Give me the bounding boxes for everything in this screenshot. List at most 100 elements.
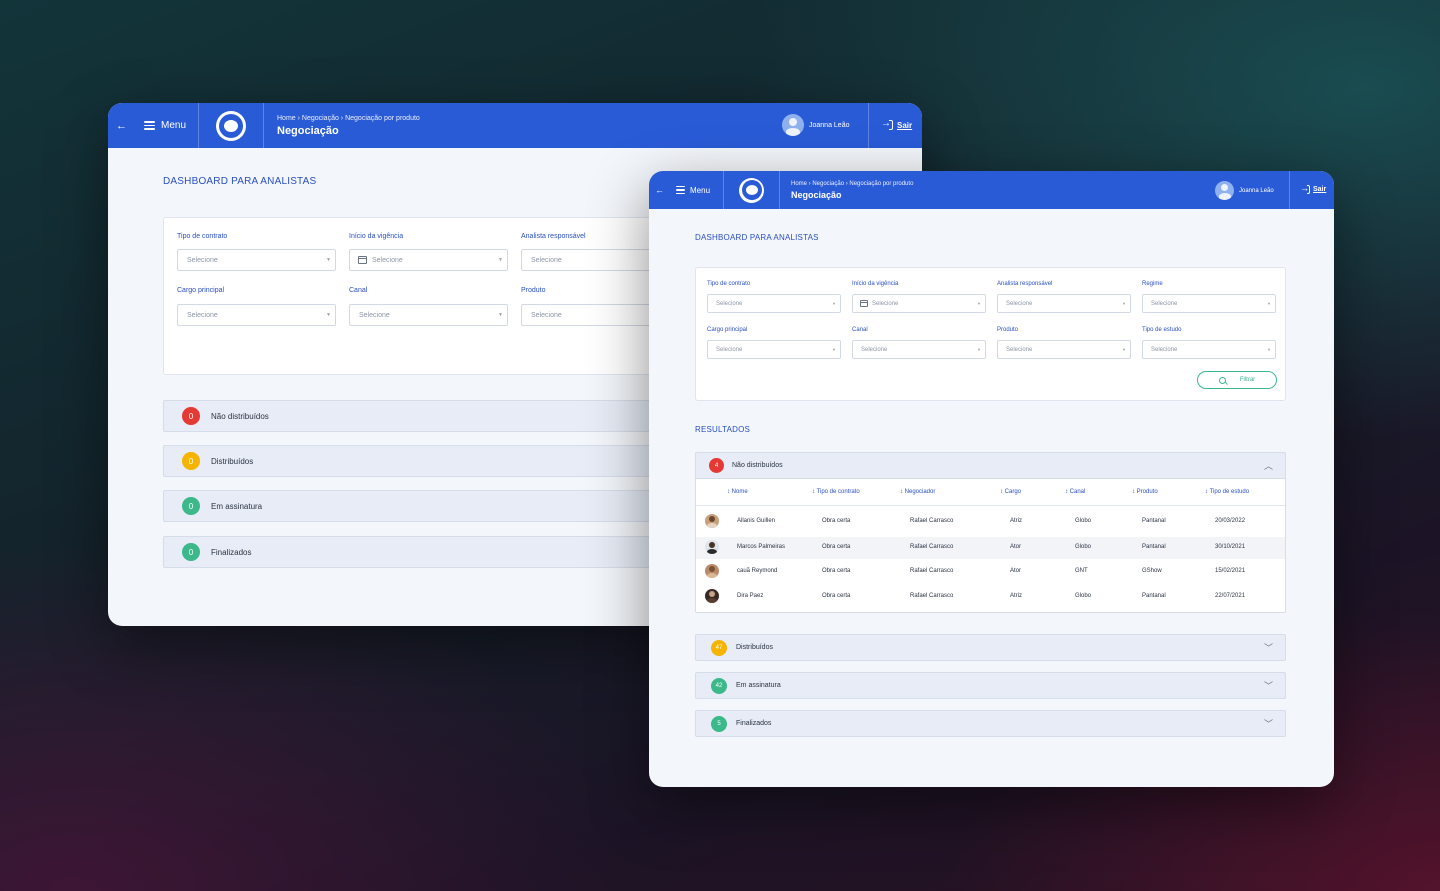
avatar: [705, 540, 719, 554]
page-title: Negociação: [277, 124, 339, 137]
count-badge: 0: [182, 407, 200, 425]
chevron-down-icon[interactable]: ﹀: [1263, 719, 1273, 729]
user-avatar-icon[interactable]: [1215, 181, 1234, 200]
col-cargo[interactable]: ↕ Cargo: [1000, 489, 1022, 495]
select-produto[interactable]: Selecione ▼: [997, 340, 1131, 359]
chevron-down-icon[interactable]: ﹀: [1263, 681, 1273, 691]
select-tipo-estudo[interactable]: Selecione ▼: [1142, 340, 1276, 359]
back-arrow-icon[interactable]: ←: [116, 119, 127, 132]
label-inicio-vigencia: Início da vigência: [852, 281, 899, 287]
table-row[interactable]: Marcos Palmeiras Obra certa Rafael Carra…: [696, 537, 1285, 559]
menu-icon[interactable]: [676, 185, 685, 195]
caret-icon: ▼: [977, 301, 981, 306]
page-title: Negociação: [791, 189, 842, 200]
group-em-assinatura[interactable]: 42 Em assinatura ﹀: [695, 672, 1286, 699]
chevron-up-icon[interactable]: ︿: [1263, 461, 1273, 471]
globo-logo-icon[interactable]: [739, 177, 764, 203]
label-cargo: Cargo principal: [177, 287, 225, 294]
label-inicio-vigencia: Início da vigência: [349, 233, 404, 240]
caret-icon: ▼: [1122, 347, 1126, 352]
label-tipo-contrato: Tipo de contrato: [177, 233, 228, 240]
label-regime: Regime: [1142, 281, 1163, 287]
filter-card: Tipo de contrato Selecione ▼ Início da v…: [695, 267, 1286, 401]
label-tipo-contrato: Tipo de contrato: [707, 281, 751, 287]
globo-logo-icon[interactable]: [216, 110, 246, 141]
col-produto[interactable]: ↕ Produto: [1132, 489, 1158, 495]
back-arrow-icon[interactable]: ←: [655, 185, 664, 195]
logout-button[interactable]: → Sair: [1300, 183, 1327, 194]
select-produto[interactable]: Selecione: [521, 304, 680, 326]
col-negociador[interactable]: ↕ Negociador: [900, 489, 936, 495]
caret-icon: ▼: [977, 347, 981, 352]
count-badge: 0: [182, 497, 200, 515]
select-analista[interactable]: Selecione ▼: [997, 294, 1131, 313]
caret-icon: ▼: [1122, 301, 1126, 306]
select-canal[interactable]: Selecione ▼: [852, 340, 986, 359]
col-tipo-contrato[interactable]: ↕ Tipo de contrato: [812, 489, 860, 495]
select-cargo[interactable]: Selecione ▼: [177, 304, 336, 326]
group-distribuidos[interactable]: 47 Distribuídos ﹀: [695, 634, 1286, 661]
label-produto: Produto: [997, 327, 1019, 333]
table-row[interactable]: Dira Paez Obra certa Rafael Carrasco Atr…: [696, 586, 1285, 608]
label-canal: Canal: [852, 327, 868, 333]
table-header: ↕ Nome ↕ Tipo de contrato ↕ Negociador ↕…: [696, 479, 1285, 506]
avatar: [705, 564, 719, 578]
label-analista: Analista responsável: [997, 281, 1053, 287]
label-canal: Canal: [349, 287, 368, 294]
dashboard-title: DASHBOARD PARA ANALISTAS: [163, 176, 317, 187]
dashboard-title: DASHBOARD PARA ANALISTAS: [695, 233, 819, 242]
label-tipo-estudo: Tipo de estudo: [1142, 327, 1182, 333]
count-badge: 47: [711, 639, 727, 656]
select-inicio-vigencia[interactable]: Selecione ▼: [349, 249, 508, 271]
logout-icon: →: [881, 118, 893, 130]
label-analista: Analista responsável: [521, 233, 586, 240]
menu-label[interactable]: Menu: [161, 120, 187, 131]
col-tipo-estudo[interactable]: ↕ Tipo de estudo: [1205, 489, 1250, 495]
search-icon: [1218, 376, 1226, 384]
caret-icon: ▼: [326, 312, 331, 318]
table-row[interactable]: cauã Reymond Obra certa Rafael Carrasco …: [696, 561, 1285, 583]
count-badge: 0: [182, 452, 200, 470]
select-canal[interactable]: Selecione ▼: [349, 304, 508, 326]
avatar: [705, 589, 719, 603]
caret-icon: ▼: [1267, 301, 1271, 306]
user-avatar-icon[interactable]: [782, 114, 804, 136]
menu-icon[interactable]: [144, 121, 155, 130]
caret-icon: ▼: [832, 347, 836, 352]
results-title: RESULTADOS: [695, 425, 751, 434]
select-inicio-vigencia[interactable]: Selecione ▼: [852, 294, 986, 313]
caret-icon: ▼: [498, 312, 503, 318]
chevron-down-icon[interactable]: ﹀: [1263, 643, 1273, 653]
select-cargo[interactable]: Selecione ▼: [707, 340, 841, 359]
caret-icon: ▼: [832, 301, 836, 306]
col-nome[interactable]: ↕ Nome: [727, 489, 748, 495]
count-badge: 0: [182, 543, 200, 561]
user-name[interactable]: Joanna Leão: [1239, 187, 1274, 194]
calendar-icon: [358, 256, 367, 264]
count-badge: 4: [709, 458, 724, 473]
avatar: [705, 514, 719, 528]
select-regime[interactable]: Selecione ▼: [1142, 294, 1276, 313]
col-canal[interactable]: ↕ Canal: [1065, 489, 1086, 495]
select-tipo-contrato[interactable]: Selecione ▼: [707, 294, 841, 313]
filter-button[interactable]: Filtrar: [1197, 371, 1277, 389]
logout-label[interactable]: Sair: [1313, 186, 1327, 193]
table-row[interactable]: Allanis Guillen Obra certa Rafael Carras…: [696, 511, 1285, 533]
caret-icon: ▼: [498, 257, 503, 263]
calendar-icon: [860, 300, 868, 307]
user-name[interactable]: Joanna Leão: [809, 121, 850, 129]
caret-icon: ▼: [326, 257, 331, 263]
logout-button[interactable]: → Sair: [881, 118, 913, 130]
menu-label[interactable]: Menu: [690, 185, 711, 195]
logout-icon: →: [1300, 183, 1310, 194]
breadcrumb[interactable]: Home › Negociação › Negociação por produ…: [791, 180, 914, 187]
top-bar: ← Menu Home › Negociação › Negociação po…: [108, 103, 922, 148]
breadcrumb[interactable]: Home › Negociação › Negociação por produ…: [277, 114, 420, 122]
logout-label[interactable]: Sair: [897, 120, 913, 130]
select-tipo-contrato[interactable]: Selecione ▼: [177, 249, 336, 271]
group-finalizados[interactable]: 5 Finalizados ﹀: [695, 710, 1286, 737]
count-badge: 42: [711, 677, 727, 694]
label-cargo: Cargo principal: [707, 327, 748, 333]
group-nao-distribuidos[interactable]: 4 Não distribuídos ︿: [695, 452, 1286, 479]
top-bar: ← Menu Home › Negociação › Negociação po…: [649, 171, 1334, 209]
